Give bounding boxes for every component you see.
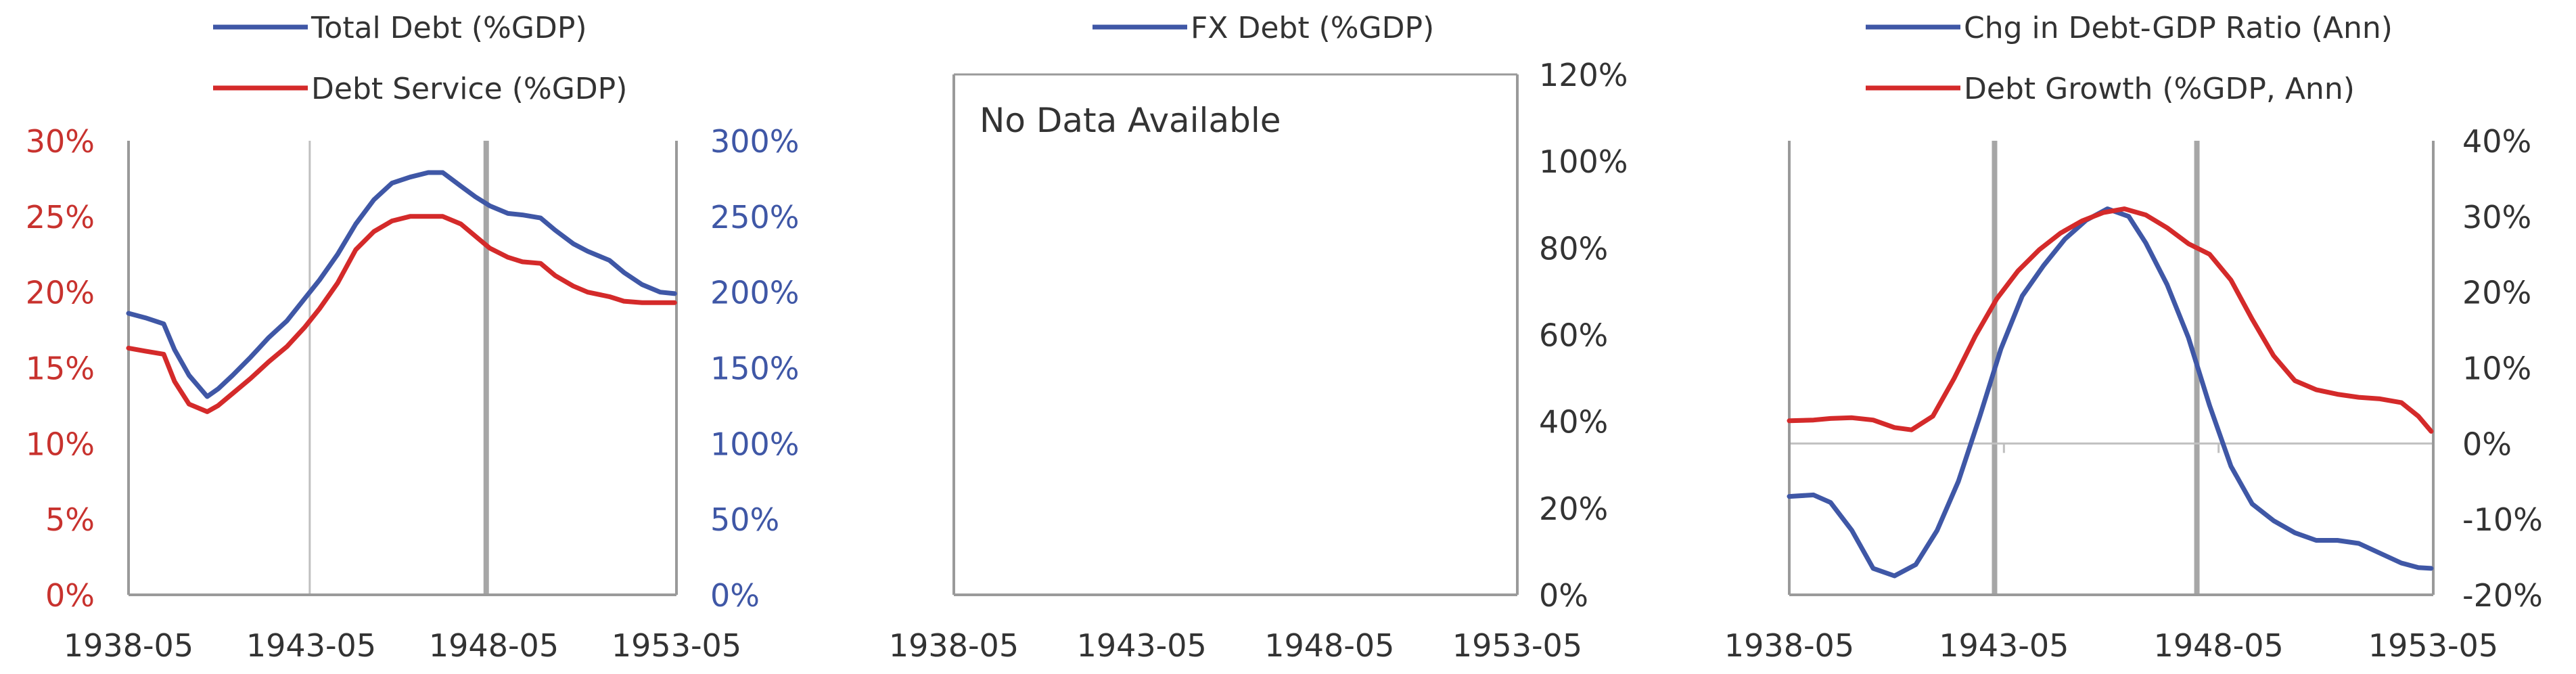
x-tick-label: 1943-05 [246, 627, 376, 664]
right-tick-label: 40% [1539, 404, 1608, 441]
left-tick-label: 15% [26, 351, 95, 387]
legend-label: Total Debt (%GDP) [310, 11, 587, 45]
x-tick-label: 1938-05 [889, 627, 1019, 664]
right-tick-label: 0% [2462, 426, 2512, 462]
left-tick-label: 5% [45, 501, 95, 538]
right-tick-label: 80% [1539, 230, 1608, 267]
left-tick-label: 25% [26, 199, 95, 235]
x-tick-label: 1953-05 [1452, 627, 1582, 664]
legend-label: Debt Growth (%GDP, Ann) [1964, 72, 2355, 106]
x-tick-label: 1953-05 [2368, 627, 2498, 664]
legend-label: Chg in Debt-GDP Ratio (Ann) [1964, 11, 2393, 45]
left-tick-label: 10% [26, 426, 95, 462]
x-tick-label: 1948-05 [2154, 627, 2284, 664]
right-tick-label: 10% [2462, 351, 2531, 387]
no-data-annotation: No Data Available [980, 101, 1281, 140]
right-tick-label: 40% [2462, 123, 2531, 160]
right-tick-label: 100% [1539, 143, 1628, 180]
x-tick-label: 1953-05 [612, 627, 741, 664]
right-tick-label: 250% [710, 199, 800, 235]
x-tick-label: 1948-05 [1264, 627, 1394, 664]
right-tick-label: 20% [1539, 491, 1608, 527]
right-tick-label: 150% [710, 351, 800, 387]
x-tick-label: 1943-05 [1077, 627, 1207, 664]
x-tick-label: 1938-05 [1724, 627, 1854, 664]
left-tick-label: 0% [45, 577, 95, 614]
legend-label: FX Debt (%GDP) [1191, 11, 1434, 45]
right-tick-label: 300% [710, 123, 800, 160]
right-tick-label: -10% [2462, 501, 2543, 538]
series-line [126, 170, 677, 399]
right-tick-label: 60% [1539, 317, 1608, 354]
x-tick-label: 1943-05 [1939, 627, 2069, 664]
right-tick-label: 50% [710, 501, 779, 538]
series-line [126, 214, 677, 414]
right-tick-label: 200% [710, 275, 800, 311]
x-tick-label: 1948-05 [429, 627, 559, 664]
right-tick-label: 120% [1539, 57, 1628, 93]
series-line [1787, 206, 2434, 434]
chart-2: FX Debt (%GDP) 1938-05 1943-05 1948-05 1953-… [889, 11, 1628, 664]
x-tick-label: 1938-05 [64, 627, 193, 664]
left-tick-label: 20% [26, 275, 95, 311]
series-line [1787, 206, 2434, 579]
right-tick-label: 0% [1539, 577, 1588, 614]
right-tick-label: 20% [2462, 275, 2531, 311]
left-tick-label: 30% [26, 123, 95, 160]
right-tick-label: -20% [2462, 577, 2543, 614]
right-tick-label: 0% [710, 577, 760, 614]
right-tick-label: 30% [2462, 199, 2531, 235]
chart-3: Chg in Debt-GDP Ratio (Ann) Debt Growth (… [1724, 11, 2543, 664]
right-tick-label: 100% [710, 426, 800, 462]
chart-1: Total Debt (%GDP) Debt Service (%GDP) 1938… [26, 11, 800, 664]
legend-label: Debt Service (%GDP) [311, 72, 627, 106]
